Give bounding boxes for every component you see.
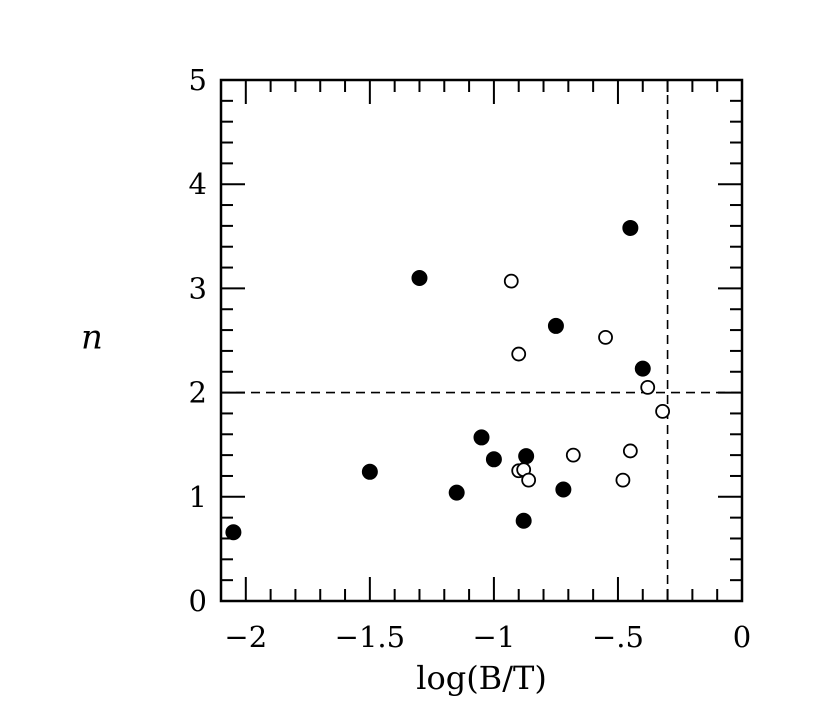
plot-frame — [219, 78, 744, 603]
open-data-point — [511, 346, 527, 362]
open-data-point — [622, 443, 638, 459]
x-axis-label: log(B/T) — [416, 659, 547, 697]
y-tick-label: 4 — [189, 167, 207, 201]
x-tick-labels: −2 −1.5 −1 −.5 0 — [224, 620, 751, 654]
minor-ticks — [220, 80, 742, 601]
open-data-point — [598, 329, 613, 345]
filled-data-point — [448, 484, 465, 501]
filled-data-point — [515, 512, 532, 529]
x-tick-label: −1 — [473, 620, 516, 654]
filled-data-point — [225, 524, 242, 541]
x-tick-label: −.5 — [592, 620, 644, 654]
data-points — [225, 219, 671, 541]
y-tick-label: 3 — [189, 271, 207, 305]
major-ticks — [221, 79, 743, 602]
filled-data-point — [634, 360, 651, 377]
filled-data-point — [547, 317, 564, 334]
y-tick-labels: 0 1 2 3 4 5 — [189, 63, 207, 618]
y-tick-label: 5 — [189, 63, 207, 97]
x-tick-label: −2 — [224, 620, 267, 654]
x-tick-label: −1.5 — [335, 620, 405, 654]
open-data-point — [503, 273, 519, 289]
reference-lines — [221, 80, 742, 601]
filled-data-point — [555, 481, 572, 498]
open-data-point — [655, 403, 671, 419]
filled-data-point — [485, 451, 502, 468]
open-data-point — [640, 379, 656, 395]
open-data-point — [565, 447, 581, 463]
y-tick-label: 2 — [189, 376, 207, 410]
open-data-point — [521, 472, 537, 488]
filled-data-point — [361, 463, 378, 480]
filled-data-point — [473, 429, 490, 446]
filled-data-point — [518, 448, 535, 465]
filled-data-point — [411, 269, 428, 286]
open-data-point — [615, 472, 631, 488]
x-tick-label: 0 — [733, 620, 751, 654]
y-tick-label: 0 — [189, 584, 207, 618]
y-axis-label: n — [81, 318, 103, 358]
y-tick-label: 1 — [189, 480, 207, 514]
filled-data-point — [622, 219, 639, 236]
